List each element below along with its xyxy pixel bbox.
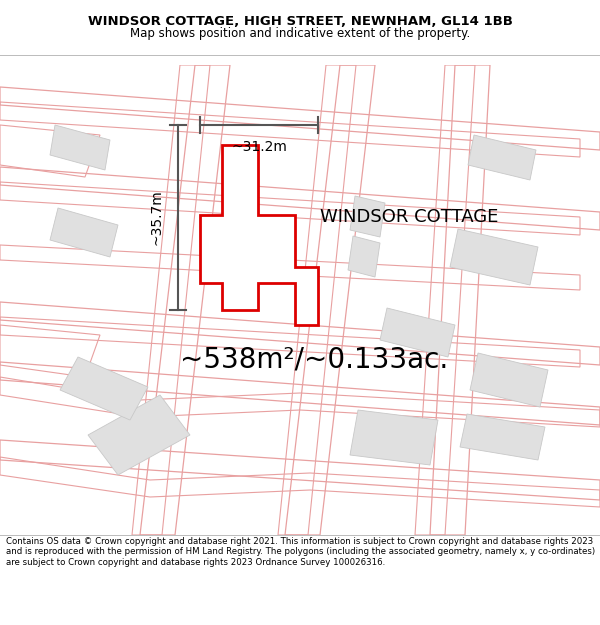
Polygon shape: [88, 395, 190, 475]
Text: Map shows position and indicative extent of the property.: Map shows position and indicative extent…: [130, 27, 470, 39]
Polygon shape: [450, 229, 538, 285]
Text: WINDSOR COTTAGE: WINDSOR COTTAGE: [320, 208, 499, 226]
Polygon shape: [200, 145, 318, 325]
Text: ~35.7m: ~35.7m: [150, 189, 164, 246]
Text: WINDSOR COTTAGE, HIGH STREET, NEWNHAM, GL14 1BB: WINDSOR COTTAGE, HIGH STREET, NEWNHAM, G…: [88, 16, 512, 28]
Text: ~538m²/~0.133ac.: ~538m²/~0.133ac.: [180, 346, 448, 374]
Text: Contains OS data © Crown copyright and database right 2021. This information is : Contains OS data © Crown copyright and d…: [6, 537, 595, 566]
Polygon shape: [50, 208, 118, 257]
Text: ~31.2m: ~31.2m: [231, 140, 287, 154]
Polygon shape: [50, 125, 110, 170]
Polygon shape: [350, 196, 385, 237]
Polygon shape: [468, 135, 536, 180]
Polygon shape: [470, 353, 548, 407]
Polygon shape: [60, 357, 148, 420]
Polygon shape: [460, 414, 545, 460]
Polygon shape: [348, 236, 380, 277]
Polygon shape: [350, 410, 438, 465]
Polygon shape: [380, 308, 455, 357]
